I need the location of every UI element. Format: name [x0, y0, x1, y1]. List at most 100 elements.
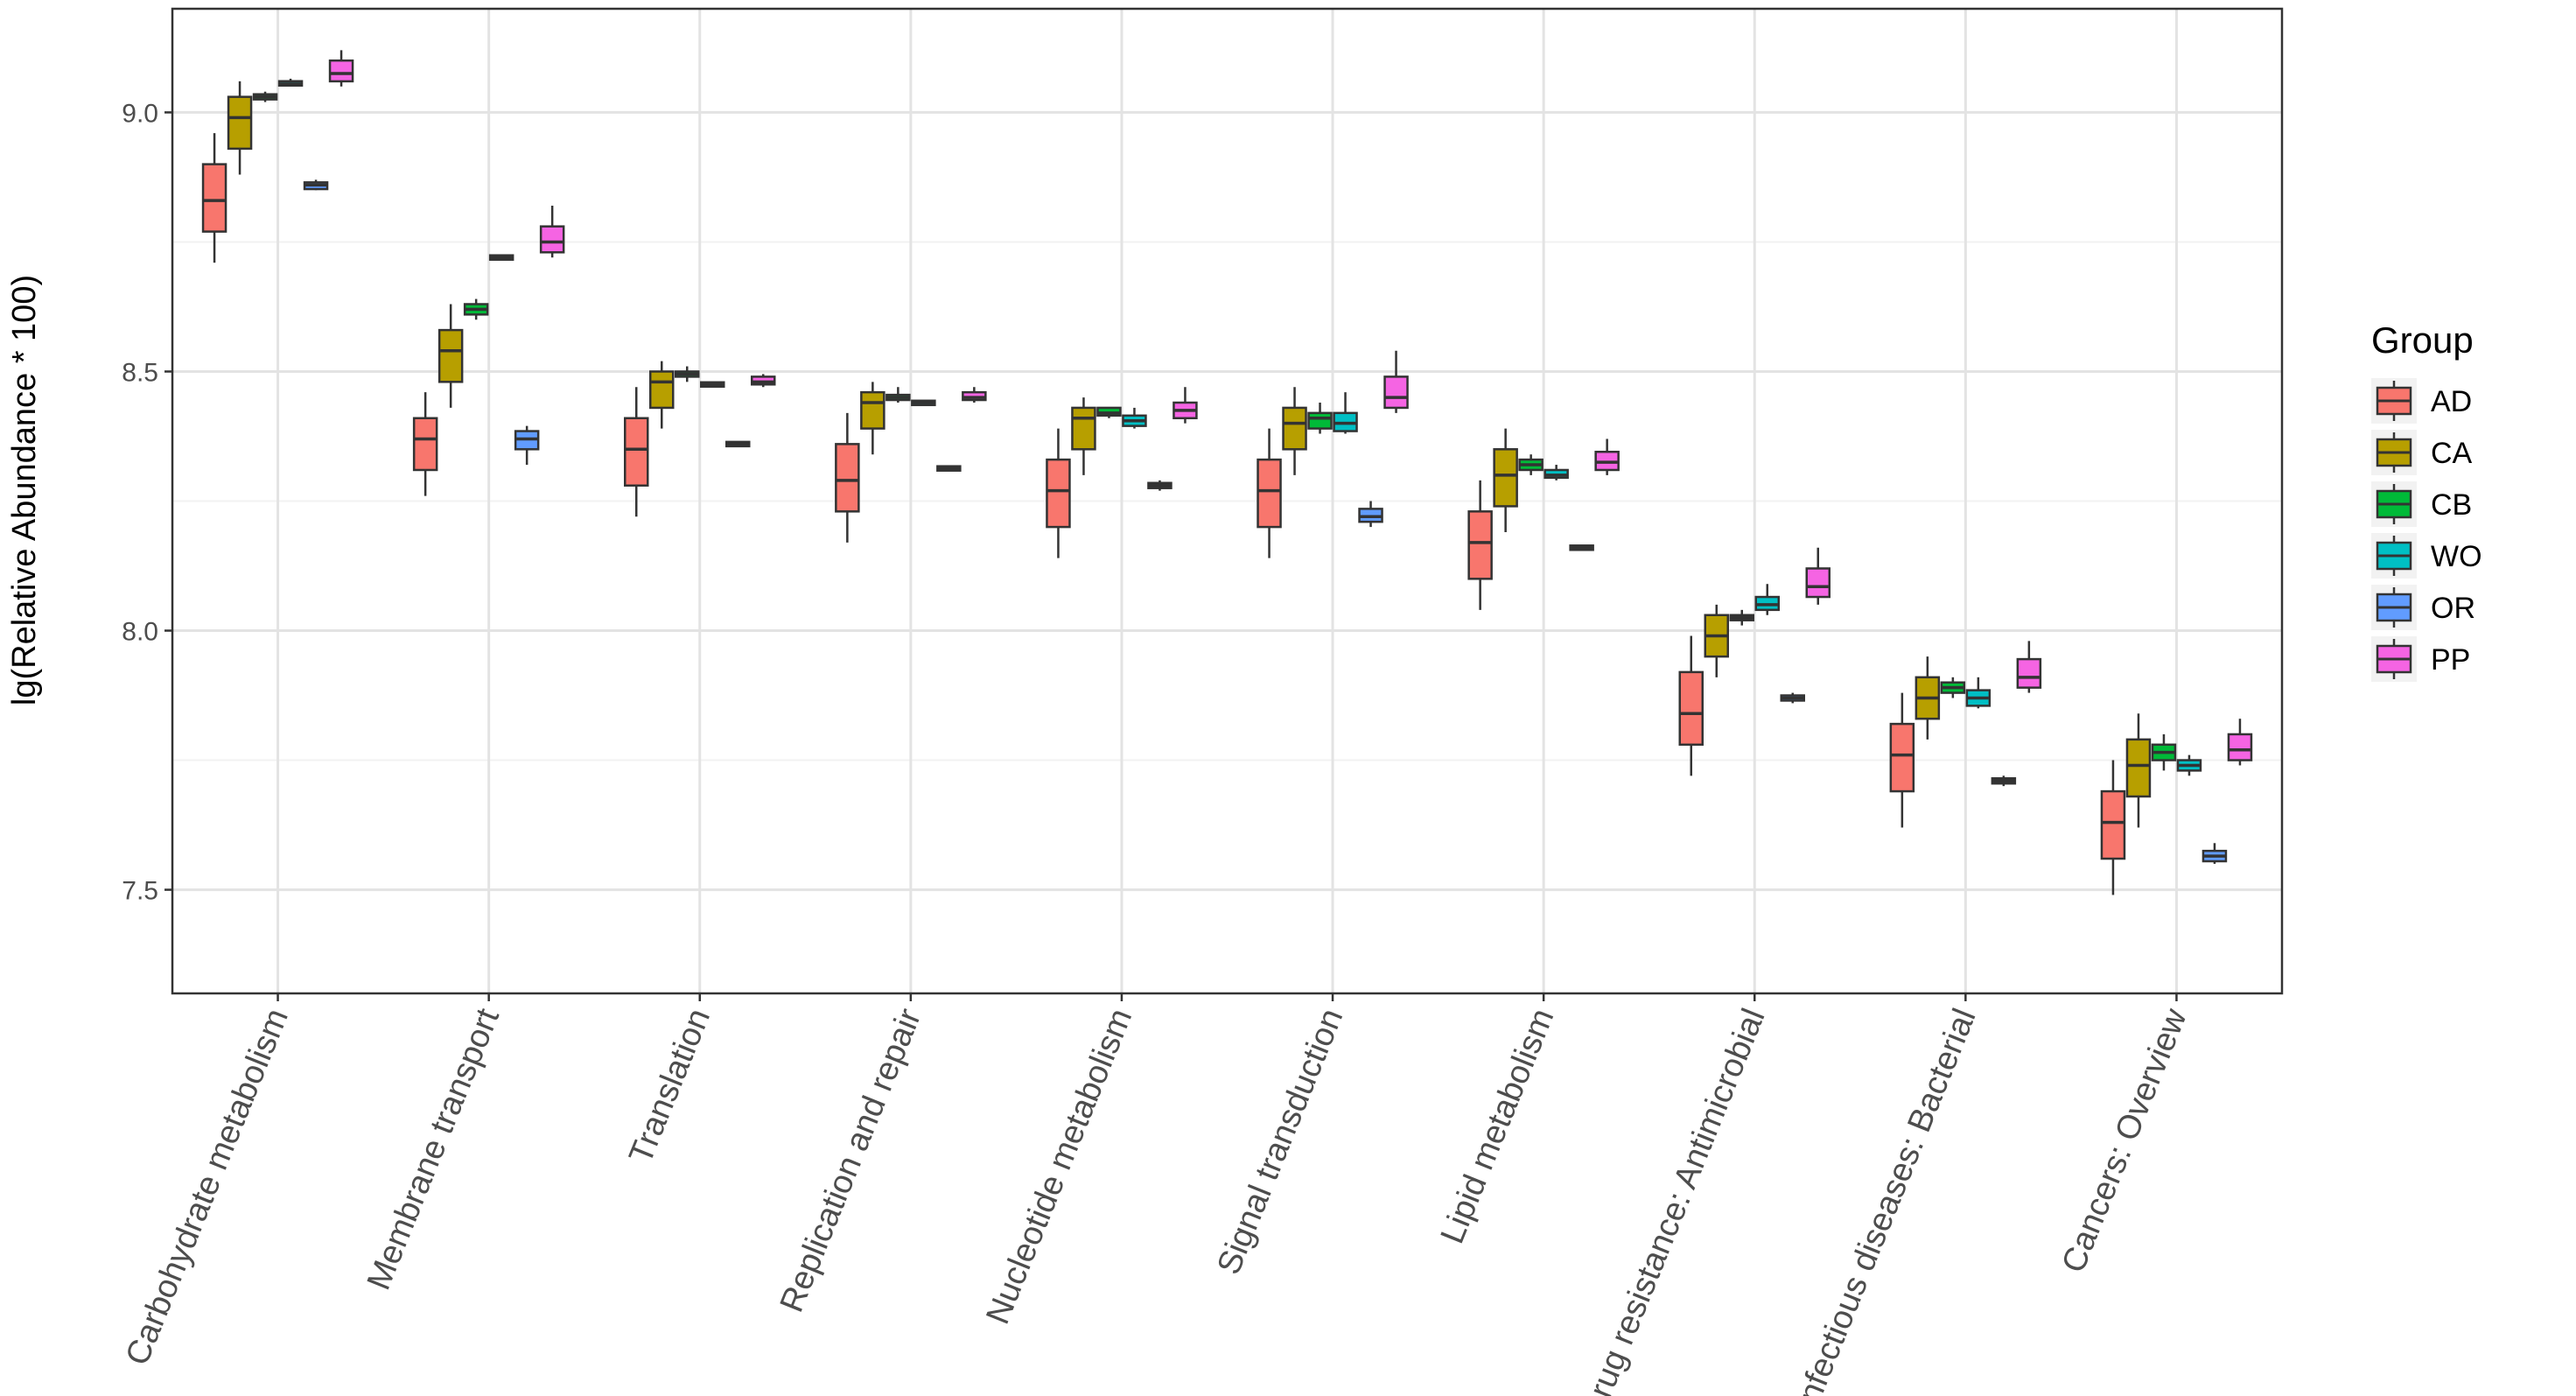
box-PP-6	[1383, 350, 1409, 413]
box-body	[539, 225, 565, 254]
box-PP-3	[751, 374, 776, 388]
y-tick-label: 7.5	[122, 877, 158, 906]
box-CA-1	[227, 81, 253, 175]
box-PP-10	[2227, 719, 2253, 766]
legend-label: OR	[2431, 592, 2475, 625]
box-WO-8	[1754, 584, 1780, 615]
legend-item-WO: WO	[2371, 533, 2482, 579]
box-body	[1805, 567, 1830, 599]
legend-label: AD	[2431, 385, 2472, 418]
box-body	[328, 59, 354, 83]
box-OR-5	[1147, 480, 1172, 491]
box-body	[1678, 670, 1704, 747]
box-CB-2	[463, 298, 489, 320]
box-WO-5	[1122, 407, 1147, 429]
legend-item-PP: PP	[2371, 636, 2470, 682]
box-CA-10	[2125, 713, 2152, 828]
box-WO-3	[700, 381, 725, 389]
box-body	[2227, 733, 2253, 761]
box-body	[227, 95, 253, 151]
box-body	[438, 328, 464, 383]
box-PP-2	[539, 206, 565, 258]
legend-item-OR: OR	[2371, 585, 2475, 630]
box-WO-7	[1544, 465, 1569, 481]
box-AD-1	[201, 133, 228, 263]
box-PP-8	[1805, 547, 1830, 605]
y-tick-label: 8.5	[122, 358, 158, 387]
legend-label: CB	[2431, 488, 2472, 522]
legend-title: Group	[2371, 319, 2474, 361]
box-AD-6	[1256, 428, 1282, 558]
box-PP-7	[1594, 438, 1620, 475]
box-body	[2016, 657, 2042, 689]
y-axis-label: lg(Relative Abundance * 100)	[6, 275, 43, 705]
box-body	[1383, 375, 1409, 410]
box-body	[1046, 458, 1071, 529]
box-OR-9	[1991, 775, 2017, 787]
box-body	[201, 163, 228, 233]
box-body	[860, 390, 886, 430]
legend-label: WO	[2431, 540, 2482, 573]
box-OR-4	[936, 465, 962, 472]
box-CB-4	[886, 387, 911, 403]
box-PP-1	[328, 50, 354, 87]
box-body	[412, 417, 438, 472]
box-PP-5	[1172, 387, 1198, 424]
box-CA-8	[1704, 604, 1729, 677]
box-CA-7	[1493, 428, 1518, 533]
box-AD-10	[2100, 760, 2126, 895]
box-body	[1307, 411, 1333, 430]
box-body	[649, 370, 675, 410]
box-WO-9	[1965, 677, 1992, 709]
box-WO-10	[2176, 754, 2202, 776]
box-AD-2	[412, 392, 438, 496]
box-body	[1493, 448, 1518, 508]
box-body	[835, 443, 860, 513]
box-body	[624, 417, 649, 487]
box-OR-6	[1358, 501, 1383, 528]
box-CB-8	[1729, 609, 1754, 626]
box-OR-10	[2202, 843, 2228, 864]
box-PP-9	[2016, 641, 2042, 693]
box-CB-1	[252, 91, 278, 102]
box-CB-9	[1940, 677, 1966, 698]
box-PP-4	[962, 387, 987, 403]
box-CA-5	[1071, 397, 1096, 475]
legend-label: PP	[2431, 643, 2470, 677]
boxes	[201, 50, 2253, 895]
y-tick-label: 8.0	[122, 618, 158, 647]
box-body	[2100, 789, 2126, 860]
panel-border	[171, 7, 2284, 995]
box-CA-9	[1914, 656, 1941, 740]
box-CA-2	[438, 304, 464, 408]
box-CB-10	[2151, 733, 2177, 771]
legend-label: CA	[2431, 437, 2473, 470]
legend-item-CB: CB	[2371, 481, 2472, 527]
box-body	[2125, 738, 2152, 798]
legend-item-CA: CA	[2371, 430, 2473, 475]
box-AD-5	[1046, 428, 1071, 558]
legend: Group AD CA CB WO OR PP	[2371, 319, 2482, 682]
box-CB-7	[1518, 454, 1544, 475]
box-WO-4	[911, 399, 936, 407]
box-AD-8	[1678, 635, 1704, 776]
box-AD-4	[835, 412, 860, 543]
grid-lines	[172, 9, 2282, 993]
box-OR-7	[1569, 544, 1594, 551]
box-OR-1	[303, 179, 329, 191]
box-OR-2	[514, 425, 540, 466]
box-CB-6	[1307, 403, 1333, 434]
box-CA-4	[860, 382, 886, 455]
box-CA-6	[1282, 387, 1307, 475]
box-body	[1467, 510, 1493, 580]
box-WO-2	[488, 254, 514, 261]
box-OR-3	[725, 440, 751, 448]
box-CA-3	[649, 361, 675, 429]
legend-item-AD: AD	[2371, 378, 2472, 424]
box-OR-8	[1780, 692, 1805, 704]
y-tick-label: 9.0	[122, 99, 158, 128]
box-AD-7	[1467, 480, 1493, 610]
box-body	[1256, 458, 1282, 529]
